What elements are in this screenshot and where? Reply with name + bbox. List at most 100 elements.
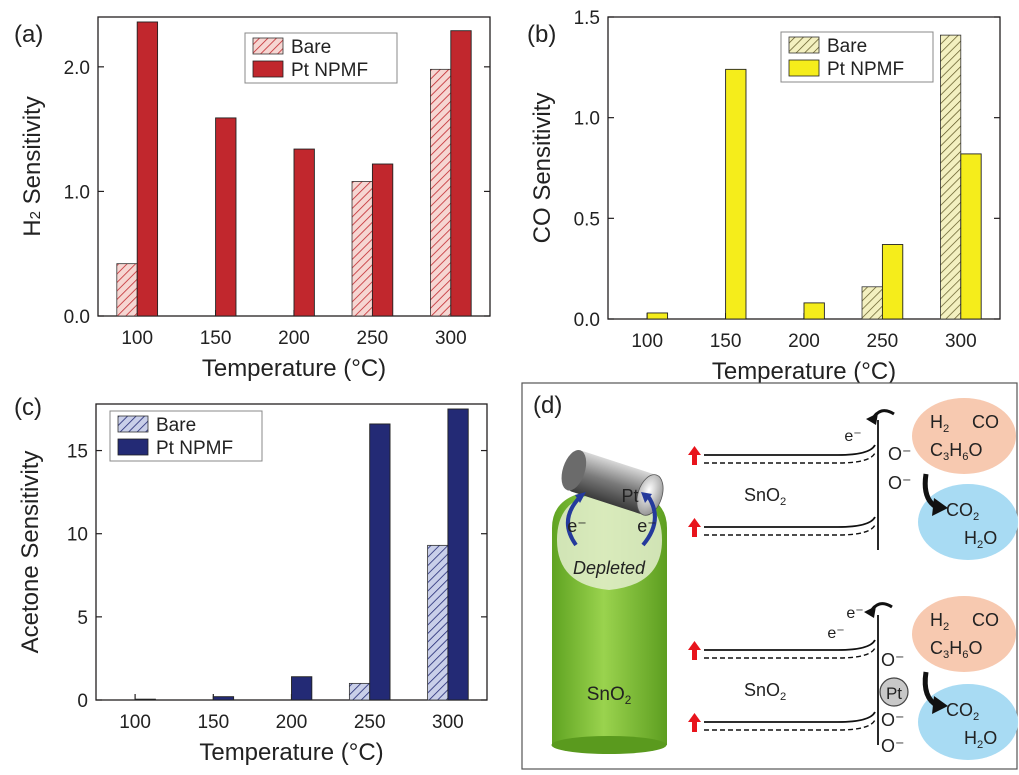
band-diagram-pt: SnO2 e⁻e⁻ O⁻ Pt O⁻ O⁻ bbox=[688, 602, 909, 756]
reactant-co: CO bbox=[972, 610, 999, 630]
bar-bare-100 bbox=[116, 263, 138, 317]
adsorbed-oxygen-2: O⁻ bbox=[888, 473, 912, 493]
conduction-band-top bbox=[704, 639, 876, 651]
legend-label-bare: Bare bbox=[156, 415, 196, 436]
x-tick-label: 100 bbox=[631, 331, 663, 352]
reactant-acetone: C3H6O bbox=[930, 440, 982, 463]
legend-swatch-bare bbox=[117, 415, 149, 433]
y-axis-label: CO Sensitivity bbox=[529, 93, 556, 244]
bar-ptnpmf-150 bbox=[725, 68, 747, 320]
panel-label: (c) bbox=[14, 394, 42, 421]
legend-swatch-ptnpmf bbox=[788, 59, 820, 77]
product-co2: CO2 bbox=[946, 700, 979, 723]
pillar-base bbox=[551, 736, 667, 754]
bar-bare-250 bbox=[351, 181, 373, 317]
y-tick-label: 15 bbox=[67, 442, 88, 463]
legend-swatch-bare bbox=[788, 36, 820, 54]
reactant-co: CO bbox=[972, 412, 999, 432]
bar-bare-300 bbox=[430, 68, 452, 317]
electron-arrow-left-head bbox=[575, 492, 586, 503]
product-co2: CO2 bbox=[946, 500, 979, 523]
valence-dashed bbox=[704, 719, 876, 731]
x-tick-label: 200 bbox=[276, 712, 308, 733]
y-tick-label: 0.0 bbox=[64, 307, 90, 328]
pt-cylinder bbox=[561, 449, 664, 516]
bar-ptnpmf-200 bbox=[293, 148, 315, 317]
bar-ptnpmf-250 bbox=[371, 163, 394, 317]
reactant-h2: H2 bbox=[930, 412, 949, 435]
chart-panel-c: 0 5 10 15 100 150 200 250 300 Temperature (°C) Ace… bbox=[14, 394, 488, 766]
y-tick-label: 0.0 bbox=[574, 310, 600, 331]
electron-arrow-left bbox=[566, 495, 582, 547]
bar-bare-300 bbox=[940, 34, 962, 320]
valence-band bbox=[704, 516, 876, 528]
bar-ptnpmf-100 bbox=[136, 21, 159, 317]
depleted-label: Depleted bbox=[573, 558, 646, 578]
x-tick-label: 100 bbox=[121, 328, 153, 349]
bar-ptnpmf-150 bbox=[215, 117, 237, 317]
legend-swatch-ptnpmf bbox=[252, 60, 284, 78]
product-ellipse bbox=[918, 684, 1018, 760]
y-tick-label: 5 bbox=[77, 608, 88, 629]
x-tick-label: 300 bbox=[435, 328, 467, 349]
adsorbed-oxygen-1: O⁻ bbox=[888, 444, 912, 464]
red-arrow-shaft bbox=[692, 453, 697, 465]
panel-label: (a) bbox=[14, 21, 43, 48]
bar-ptnpmf-250 bbox=[881, 244, 904, 320]
bar-ptnpmf-250 bbox=[369, 423, 391, 701]
legend-swatch-bare bbox=[252, 37, 284, 55]
reactant-ellipse bbox=[912, 398, 1016, 474]
legend-label-ptnpmf: Pt NPMF bbox=[827, 59, 904, 80]
pt-nanoparticle-label: Pt bbox=[886, 684, 902, 703]
product-h2o: H2O bbox=[964, 728, 997, 751]
x-tick-label: 250 bbox=[867, 331, 899, 352]
x-tick-label: 100 bbox=[119, 712, 151, 733]
bar-ptnpmf-300 bbox=[960, 153, 982, 320]
bar-ptnpmf-300 bbox=[450, 30, 472, 317]
x-axis-label: Temperature (°C) bbox=[712, 358, 896, 385]
bar-ptnpmf-200 bbox=[803, 302, 825, 320]
band-sno2-label: SnO2 bbox=[744, 680, 786, 703]
bar-ptnpmf-100 bbox=[134, 698, 156, 701]
reactant-ellipse bbox=[912, 596, 1016, 672]
bar-ptnpmf-200 bbox=[291, 676, 313, 701]
bar-bare-250 bbox=[348, 682, 371, 701]
x-tick-label: 300 bbox=[945, 331, 977, 352]
product-ellipse bbox=[918, 484, 1018, 560]
depletion-region bbox=[557, 493, 662, 590]
reactant-acetone: C3H6O bbox=[930, 638, 982, 661]
y-axis-label: H2 Sensitivity bbox=[19, 96, 46, 236]
y-tick-label: 0 bbox=[77, 691, 88, 712]
x-tick-label: 300 bbox=[432, 712, 464, 733]
reactants-top: H2 CO C3H6O bbox=[912, 398, 1016, 474]
legend-label-ptnpmf: Pt NPMF bbox=[156, 438, 233, 459]
reaction-arrow-head bbox=[932, 498, 948, 516]
electron-label-left: e⁻ bbox=[567, 516, 587, 536]
red-arrow-head bbox=[688, 713, 701, 722]
pt-cylinder-body bbox=[568, 451, 656, 514]
bar-ptnpmf-150 bbox=[212, 696, 235, 701]
band-sno2-label: SnO2 bbox=[744, 485, 786, 508]
bar-bare-250 bbox=[861, 286, 883, 320]
reactant-h2: H2 bbox=[930, 610, 949, 633]
x-tick-label: 200 bbox=[278, 328, 310, 349]
red-arrow-shaft bbox=[692, 648, 697, 660]
y-tick-label: 1.0 bbox=[64, 182, 90, 203]
fermi-level-top bbox=[704, 452, 876, 464]
red-arrow-shaft bbox=[692, 720, 697, 732]
pt-cylinder-back bbox=[561, 449, 587, 491]
electron-arrow-right bbox=[641, 494, 657, 547]
x-tick-label: 150 bbox=[710, 331, 742, 352]
band-electron-label-2: e⁻ bbox=[846, 605, 863, 622]
adsorbed-oxygen-2: O⁻ bbox=[881, 710, 905, 730]
adsorbed-oxygen-3: O⁻ bbox=[881, 736, 905, 756]
y-tick-label: 1.0 bbox=[574, 109, 600, 130]
bar-ptnpmf-300 bbox=[447, 408, 469, 701]
legend-label-ptnpmf: Pt NPMF bbox=[291, 60, 368, 81]
red-arrow-head bbox=[688, 641, 701, 650]
chart-panel-b: 0.0 0.5 1.0 1.5 100 150 200 250 300 Temperature (… bbox=[527, 8, 1001, 385]
